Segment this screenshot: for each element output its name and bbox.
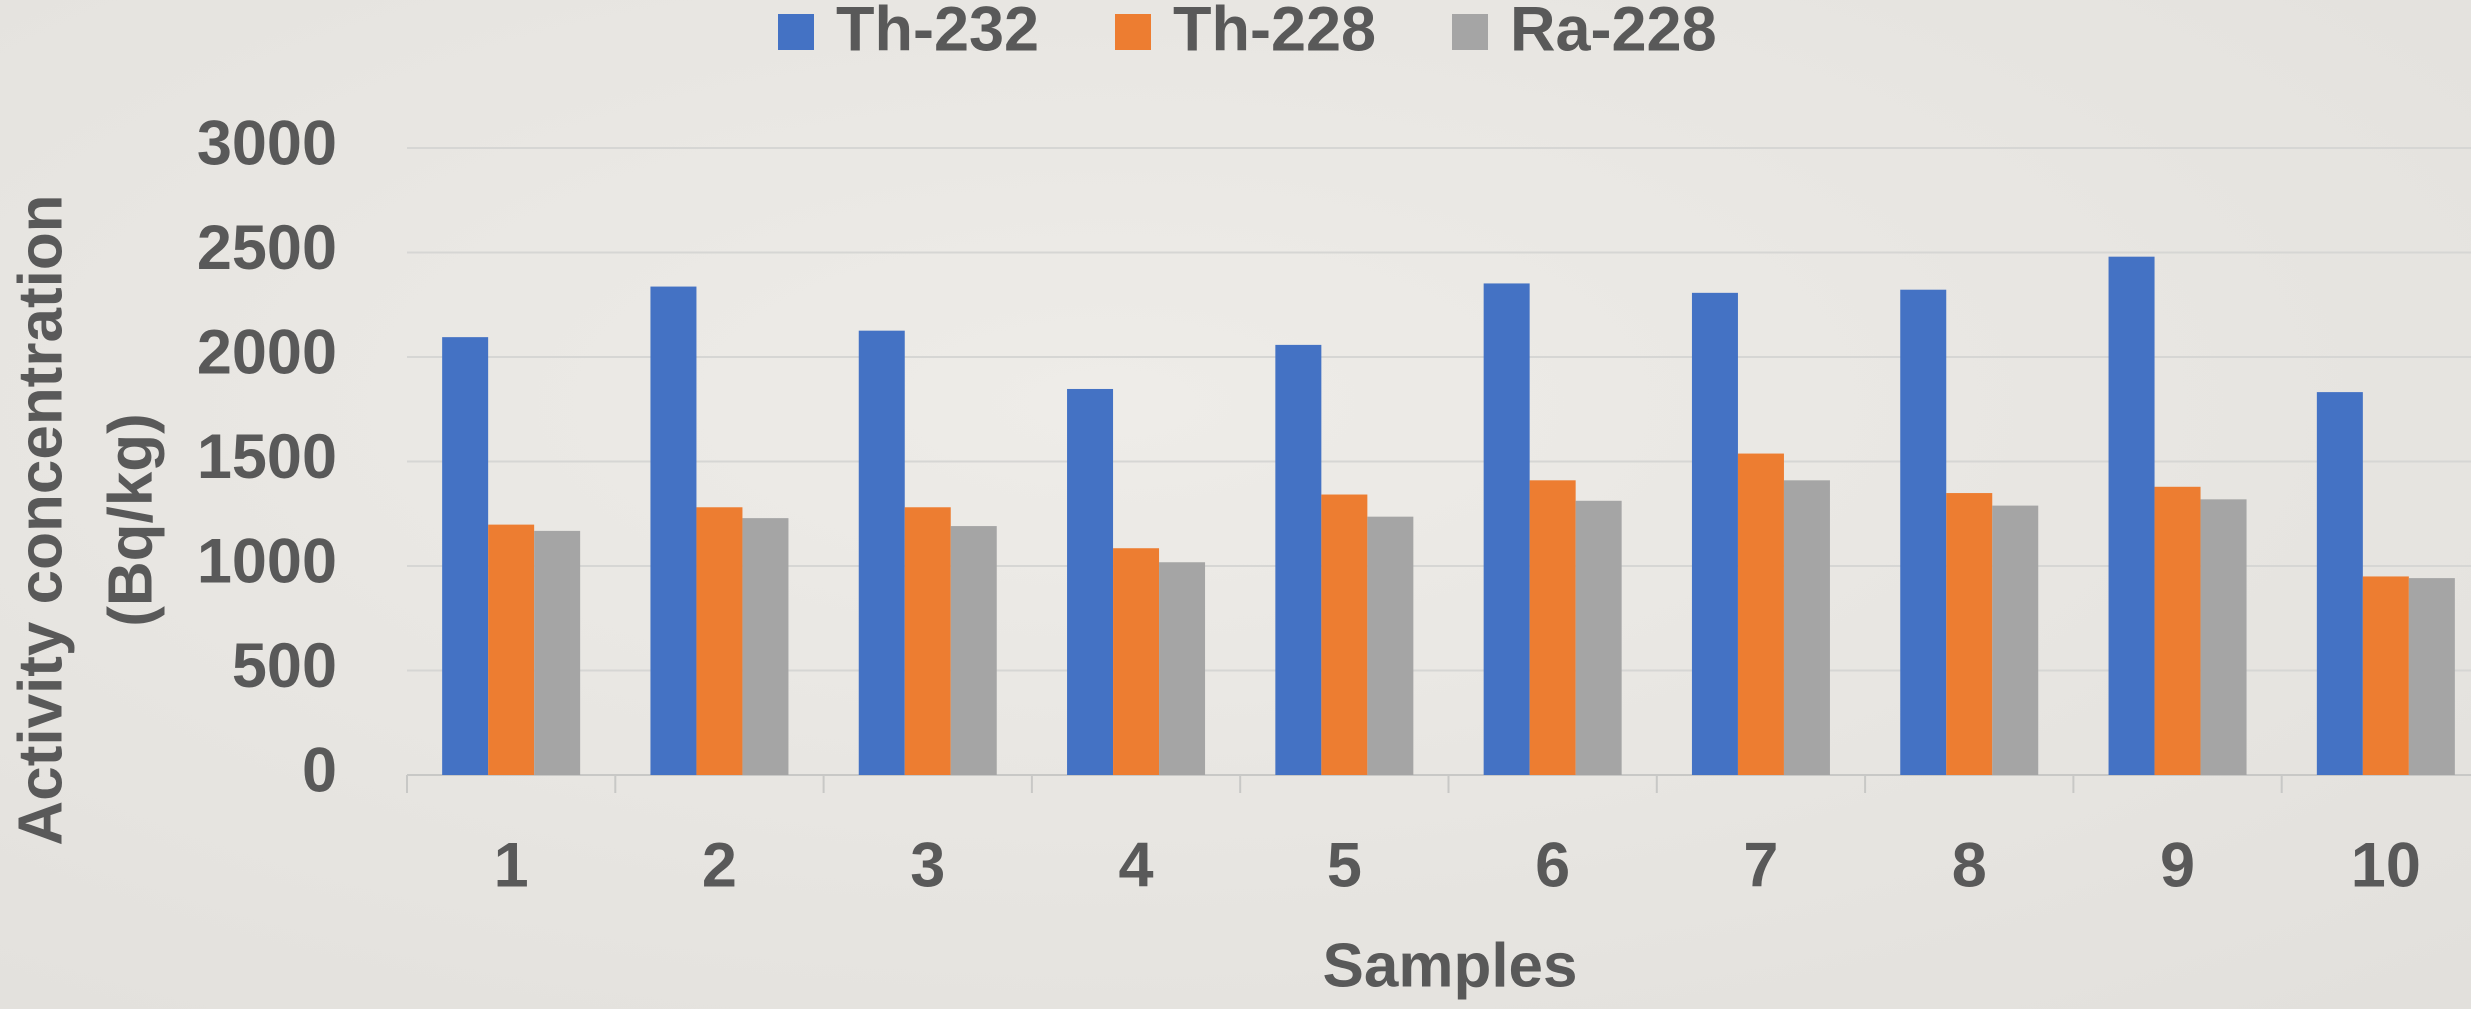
bar <box>696 507 742 775</box>
x-axis-title: Samples <box>1322 931 1577 1000</box>
bar <box>534 531 580 775</box>
bar <box>2201 499 2247 775</box>
bar <box>1784 480 1830 775</box>
bar <box>2363 576 2409 775</box>
x-tick-label: 7 <box>1743 831 1778 901</box>
bar <box>951 526 997 775</box>
bar <box>1692 293 1738 775</box>
bar <box>1067 389 1113 775</box>
bar <box>1484 283 1530 775</box>
bar <box>1321 495 1367 775</box>
bar <box>1576 501 1622 775</box>
bar <box>742 518 788 775</box>
x-tick-label: 8 <box>1952 831 1987 901</box>
x-tick-label: 9 <box>2160 831 2195 901</box>
y-axis-title: (Bq/kg) <box>96 413 165 627</box>
bar <box>2409 578 2455 775</box>
bar <box>1900 290 1946 775</box>
legend-swatch <box>778 14 814 50</box>
page: {"chart_data": {"type": "bar", "x_label"… <box>0 0 2471 1009</box>
x-tick-label: 6 <box>1535 831 1570 901</box>
bar <box>2109 257 2155 775</box>
x-tick-label: 2 <box>702 831 737 901</box>
y-axis-title: Activity concentration <box>6 194 75 845</box>
bar <box>650 287 696 775</box>
bar <box>442 337 488 775</box>
bar <box>859 331 905 775</box>
bar <box>1159 562 1205 775</box>
y-tick-label: 2500 <box>197 213 337 283</box>
bar <box>1275 345 1321 775</box>
bar <box>1113 548 1159 775</box>
bar <box>1530 480 1576 775</box>
bar <box>1946 493 1992 775</box>
legend-swatch <box>1115 14 1151 50</box>
x-tick-label: 5 <box>1327 831 1362 901</box>
bar <box>1367 517 1413 775</box>
legend-swatch <box>1452 14 1488 50</box>
bar <box>905 507 951 775</box>
bar <box>488 525 534 775</box>
y-tick-label: 0 <box>302 736 337 806</box>
y-tick-label: 3000 <box>197 109 337 179</box>
chart: Samples Activity concentration (Bq/kg) 0… <box>0 0 2471 1009</box>
bar <box>2155 487 2201 775</box>
bar <box>2317 392 2363 775</box>
y-tick-label: 500 <box>232 631 337 701</box>
y-tick-label: 2000 <box>197 318 337 388</box>
y-tick-label: 1000 <box>197 527 337 597</box>
x-tick-label: 3 <box>910 831 945 901</box>
legend-label: Th-228 <box>1173 0 1376 65</box>
bar <box>1738 454 1784 775</box>
legend: Th-232 Th-228 Ra-228 <box>778 0 1717 65</box>
x-tick-label: 10 <box>2351 831 2421 901</box>
x-tick-label: 1 <box>494 831 529 901</box>
y-tick-label: 1500 <box>197 422 337 492</box>
x-tick-label: 4 <box>1119 831 1154 901</box>
legend-label: Th-232 <box>836 0 1039 65</box>
legend-label: Ra-228 <box>1510 0 1717 65</box>
bar <box>1992 506 2038 775</box>
background <box>0 0 2471 1009</box>
